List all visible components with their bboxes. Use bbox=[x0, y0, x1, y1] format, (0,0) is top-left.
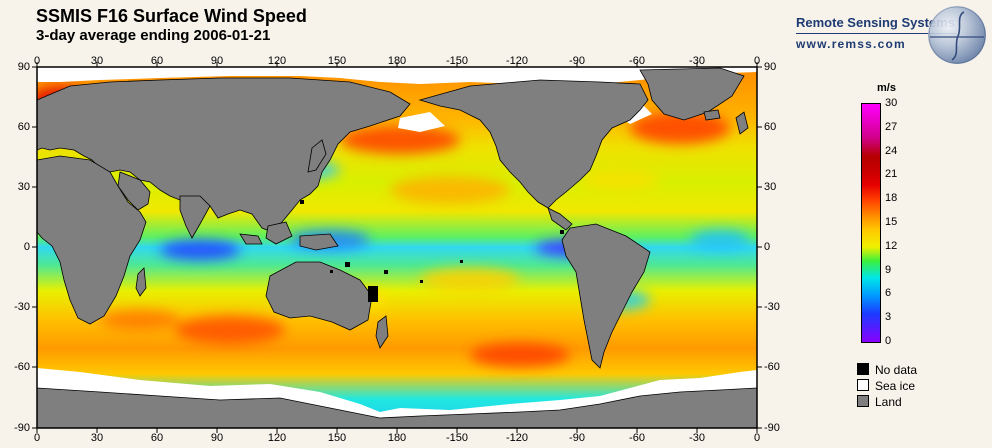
brand-name: Remote Sensing Systems bbox=[796, 15, 955, 30]
legend-swatch-sea-ice bbox=[857, 379, 869, 391]
legend-label: No data bbox=[875, 363, 918, 377]
lon-label-top: 90 bbox=[210, 55, 224, 67]
lon-label-top: 0 bbox=[33, 55, 41, 67]
lon-label-top: 120 bbox=[267, 55, 287, 67]
lon-label-top: -150 bbox=[445, 55, 469, 67]
brand-url[interactable]: www.remss.com bbox=[796, 37, 906, 51]
lon-label-top: 30 bbox=[90, 55, 104, 67]
lon-label-bottom: 60 bbox=[150, 432, 164, 444]
legend-label: Land bbox=[875, 395, 902, 409]
colorbar-label: 30 bbox=[885, 97, 898, 109]
lat-label-right: 30 bbox=[764, 181, 777, 193]
legend-item-land: Land bbox=[857, 395, 902, 409]
lat-label-right: -60 bbox=[764, 361, 780, 373]
no-data-pixels bbox=[300, 200, 564, 302]
lon-label-top: 0 bbox=[753, 55, 761, 67]
page-subtitle: 3-day average ending 2006-01-21 bbox=[36, 27, 271, 44]
legend-item-no-data: No data bbox=[857, 363, 917, 377]
land-masses bbox=[37, 67, 757, 428]
lon-label-bottom: -150 bbox=[445, 432, 469, 444]
lon-label-top: 180 bbox=[387, 55, 407, 67]
colorbar-label: 12 bbox=[885, 240, 898, 252]
lon-label-bottom: 0 bbox=[33, 432, 41, 444]
colorbar-label: 18 bbox=[885, 192, 898, 204]
lon-label-bottom: 30 bbox=[90, 432, 104, 444]
lat-label-left: 0 bbox=[23, 241, 30, 253]
colorbar-label: 3 bbox=[885, 311, 892, 323]
lat-label-left: 30 bbox=[17, 181, 30, 193]
lon-label-top: -90 bbox=[569, 55, 585, 67]
lon-label-top: 60 bbox=[150, 55, 164, 67]
lat-label-right: 60 bbox=[764, 121, 777, 133]
lat-label-left: 90 bbox=[17, 61, 30, 73]
lon-label-top: -30 bbox=[689, 55, 705, 67]
legend-swatch-land bbox=[857, 395, 869, 407]
lon-label-bottom: 180 bbox=[387, 432, 407, 444]
colorbar-label: 9 bbox=[885, 264, 892, 276]
lat-label-left: -60 bbox=[14, 361, 30, 373]
lon-label-top: -60 bbox=[629, 55, 645, 67]
colorbar-label: 27 bbox=[885, 121, 898, 133]
page-title: SSMIS F16 Surface Wind Speed bbox=[36, 6, 307, 26]
lon-label-bottom: -120 bbox=[505, 432, 529, 444]
lat-label-right: 0 bbox=[764, 241, 771, 253]
legend-item-sea-ice: Sea ice bbox=[857, 379, 915, 393]
lat-label-right: -90 bbox=[764, 422, 780, 434]
brand-block[interactable]: Remote Sensing Systems www.remss.com bbox=[796, 15, 956, 51]
legend-swatch-no-data bbox=[857, 363, 869, 375]
lon-label-bottom: -60 bbox=[629, 432, 645, 444]
lon-label-bottom: 150 bbox=[327, 432, 347, 444]
lon-label-bottom: 0 bbox=[753, 432, 761, 444]
lat-label-left: 60 bbox=[17, 121, 30, 133]
lon-label-bottom: 90 bbox=[210, 432, 224, 444]
lon-label-top: -120 bbox=[505, 55, 529, 67]
lat-label-left: -30 bbox=[14, 301, 30, 313]
colorbar-label: 6 bbox=[885, 287, 892, 299]
colorbar-unit: m/s bbox=[877, 82, 896, 94]
lon-label-top: 150 bbox=[327, 55, 347, 67]
colorbar-label: 21 bbox=[885, 168, 898, 180]
lat-label-right: -30 bbox=[764, 301, 780, 313]
colorbar bbox=[861, 103, 881, 343]
lat-label-left: -90 bbox=[14, 422, 30, 434]
lat-label-right: 90 bbox=[764, 61, 777, 73]
colorbar-label: 0 bbox=[885, 335, 892, 347]
colorbar-label: 24 bbox=[885, 145, 898, 157]
lon-label-bottom: -30 bbox=[689, 432, 705, 444]
legend-label: Sea ice bbox=[875, 379, 916, 393]
brand-rule bbox=[796, 33, 956, 34]
map-ticks bbox=[32, 62, 762, 433]
colorbar-label: 15 bbox=[885, 216, 898, 228]
lon-label-bottom: 120 bbox=[267, 432, 287, 444]
globe-logo-icon bbox=[928, 6, 986, 64]
lon-label-bottom: -90 bbox=[569, 432, 585, 444]
